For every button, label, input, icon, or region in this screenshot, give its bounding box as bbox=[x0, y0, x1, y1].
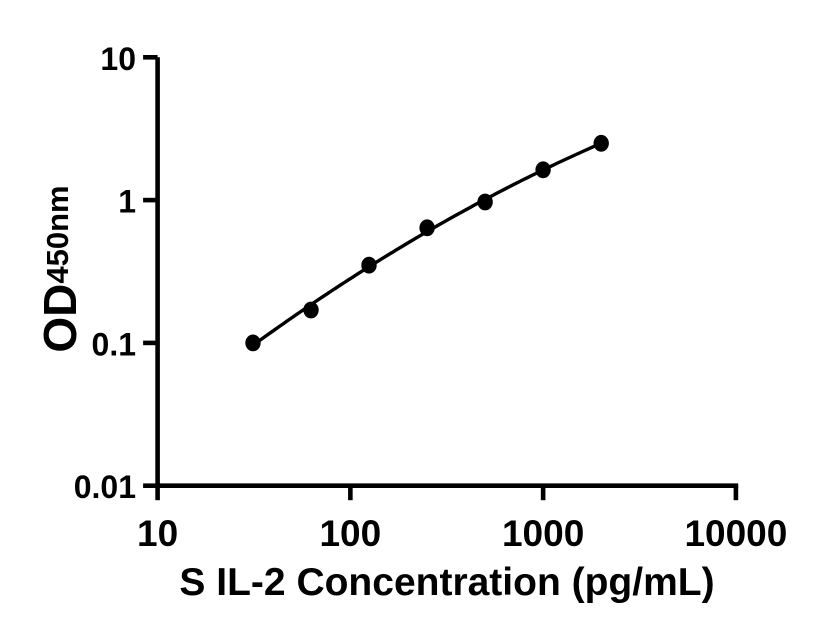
y-axis-title-main: OD bbox=[34, 283, 86, 353]
data-point bbox=[361, 256, 377, 274]
data-point bbox=[535, 161, 551, 179]
y-tick-label: 10 bbox=[100, 41, 136, 77]
data-point bbox=[477, 193, 493, 211]
y-axis-title-subscript: 450nm bbox=[39, 185, 75, 284]
y-tick-label: 0.01 bbox=[74, 469, 136, 505]
data-point bbox=[419, 219, 435, 237]
x-tick-label: 10000 bbox=[684, 513, 787, 554]
axes-spine bbox=[155, 57, 739, 488]
y-tick-label: 1 bbox=[118, 184, 136, 220]
data-point bbox=[303, 301, 319, 319]
x-tick-label: 1000 bbox=[502, 513, 584, 554]
x-axis-title: S IL-2 Concentration (pg/mL) bbox=[179, 561, 715, 604]
data-point bbox=[593, 134, 609, 152]
y-axis-title: OD 450nm bbox=[34, 184, 86, 354]
x-tick-label: 10 bbox=[137, 513, 178, 554]
data-point bbox=[245, 334, 261, 352]
y-tick-label: 0.1 bbox=[92, 326, 136, 362]
x-tick-label: 100 bbox=[319, 513, 381, 554]
